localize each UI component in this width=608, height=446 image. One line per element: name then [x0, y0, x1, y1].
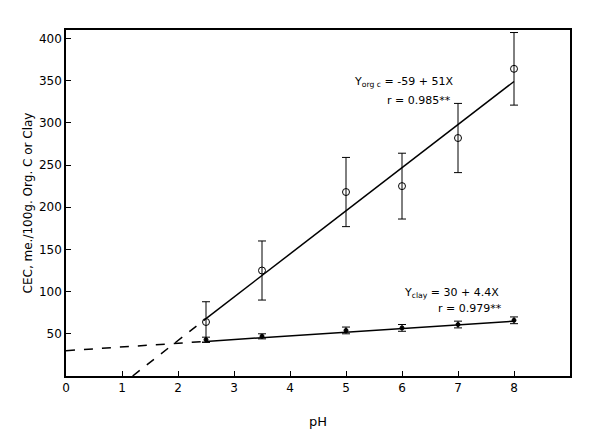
svg-text:r = 0.979**: r = 0.979** [438, 302, 502, 315]
svg-text:Y​org c​ = -59 + 51X: Y​org c​ = -59 + 51X [354, 75, 453, 89]
svg-text:400: 400 [39, 32, 62, 46]
svg-text:Y​clay​ = 30 + 4.4X: Y​clay​ = 30 + 4.4X [404, 286, 499, 300]
svg-text:2: 2 [174, 381, 182, 395]
svg-text:100: 100 [39, 285, 62, 299]
svg-text:150: 150 [39, 243, 62, 257]
svg-text:200: 200 [39, 200, 62, 214]
svg-text:7: 7 [454, 381, 462, 395]
svg-text:250: 250 [39, 158, 62, 172]
svg-text:5: 5 [342, 381, 350, 395]
svg-text:3: 3 [230, 381, 238, 395]
svg-text:1: 1 [118, 381, 126, 395]
svg-text:50: 50 [47, 327, 62, 341]
svg-text:6: 6 [398, 381, 406, 395]
svg-text:8: 8 [510, 381, 518, 395]
svg-text:350: 350 [39, 74, 62, 88]
svg-text:4: 4 [286, 381, 294, 395]
svg-text:0: 0 [62, 381, 70, 395]
svg-text:300: 300 [39, 116, 62, 130]
svg-text:r = 0.985**: r = 0.985** [387, 94, 451, 107]
svg-text:CEC, me./100g. Org. C or Clay: CEC, me./100g. Org. C or Clay [21, 113, 35, 294]
svg-text:pH: pH [309, 414, 327, 429]
